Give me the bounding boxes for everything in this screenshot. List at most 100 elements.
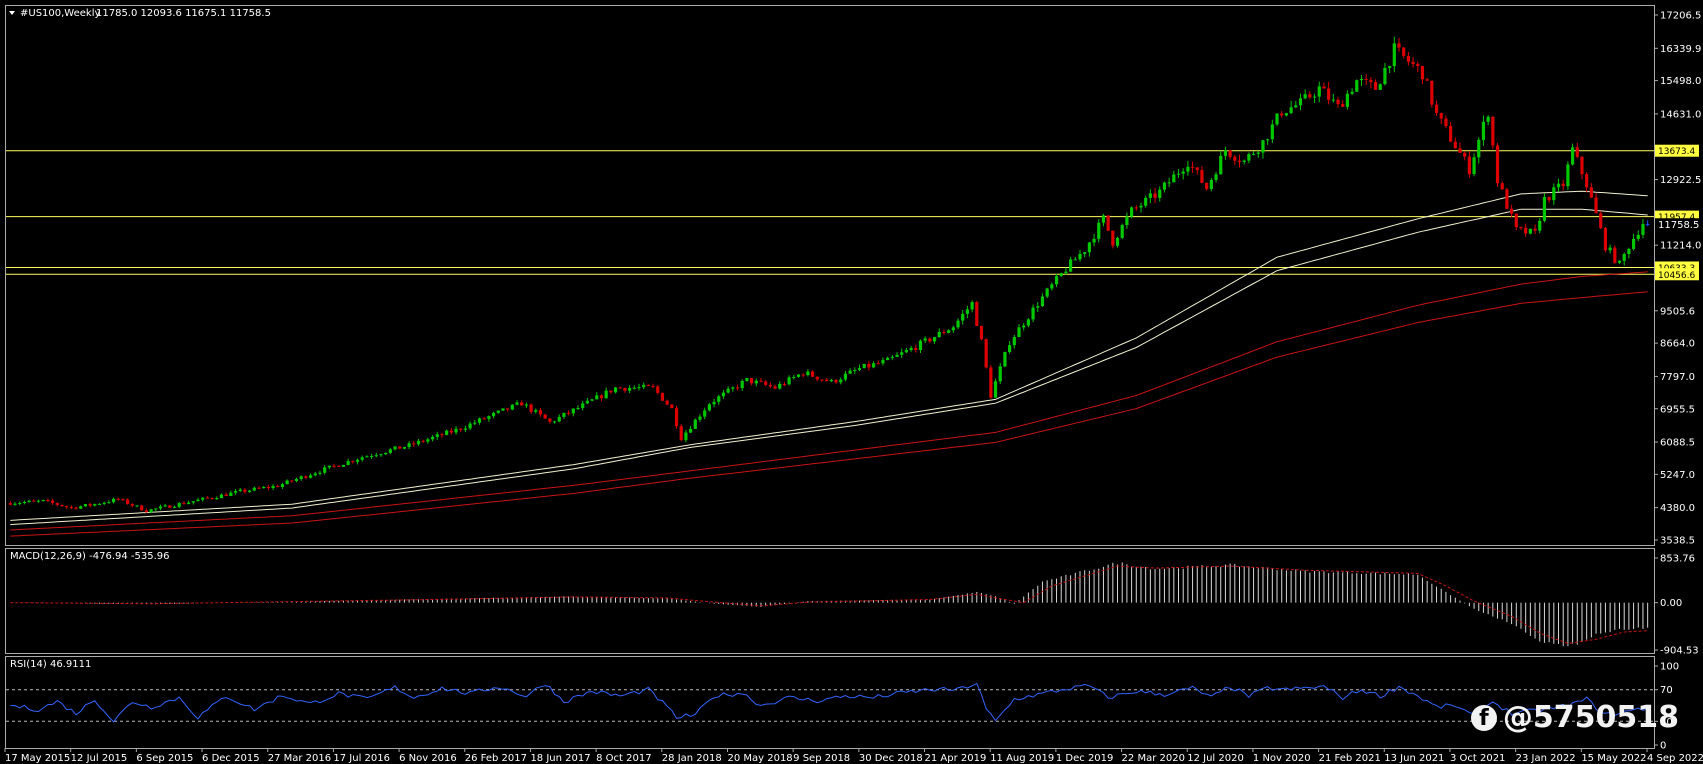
candle-body [1613,247,1617,263]
candle-body [506,408,510,410]
candle-body [1284,113,1289,116]
candle-body [290,480,294,482]
candle-body [487,416,491,419]
x-tick-label: 30 Dec 2018 [859,753,923,764]
candle-body [698,416,702,420]
candle-body [576,407,580,409]
candle-body [1608,247,1612,251]
candle-body [158,506,163,509]
candle-body [909,348,913,351]
candle-body [421,440,425,442]
candles [8,36,1650,514]
candle-body [1355,80,1359,92]
candle-body [135,505,139,507]
candle-body [41,499,45,501]
candle-body [1294,105,1298,108]
candle-body [806,371,810,376]
candle-body [323,467,327,473]
candle-body [1139,205,1143,208]
candle-body [1172,174,1176,183]
candle-body [308,475,313,478]
candle-body [1402,47,1406,56]
candle-body [773,386,777,389]
moving-averages [10,190,1648,537]
candle-body [111,498,116,503]
candle-body [534,410,538,412]
candle-body [13,503,17,505]
candle-body [1646,223,1650,225]
candle-body [215,498,219,500]
candle-body [1420,66,1425,80]
candle-body [1411,61,1415,64]
candle-body [388,449,392,453]
candle-body [271,485,275,489]
candle-body [890,356,894,358]
candle-body [1594,197,1598,214]
candle-body [50,500,55,504]
candle-body [1144,197,1148,206]
candle-body [515,402,519,405]
candle-body [69,506,73,508]
candle-body [1101,215,1106,223]
facebook-icon: f [1470,704,1497,731]
candle-body [928,338,932,342]
candle-body [1097,222,1101,239]
candle-body [88,504,92,506]
candle-body [1308,94,1312,98]
candle-body [459,428,463,430]
candle-body [1622,253,1626,261]
macd-title: MACD(12,26,9) -476.94 -535.96 [10,551,170,562]
candle-body [623,387,627,391]
x-tick-label: 6 Dec 2015 [202,753,260,764]
candle-body [871,363,876,368]
candle-body [1547,197,1551,201]
candle-body [1500,183,1504,190]
candle-body [1439,112,1443,119]
candle-body [1317,86,1321,97]
candle-body [1247,154,1251,161]
candle-body [735,387,740,389]
price-tag-label: 10456.6 [1658,271,1695,281]
candle-body [454,428,458,433]
candle-body [660,392,665,401]
rsi-panel [5,656,1655,749]
x-tick-label: 13 Jun 2021 [1384,753,1444,764]
candle-body [520,402,524,406]
candle-body [1190,166,1195,168]
collapse-triangle-icon[interactable] [9,11,15,15]
candle-body [1312,96,1317,98]
candle-body [904,350,909,353]
candle-body [979,326,984,340]
candle-body [1406,55,1410,62]
candle-body [1181,171,1185,174]
candle-body [1223,150,1228,156]
candle-body [430,436,435,440]
candle-body [168,505,172,508]
candle-body [646,384,650,386]
candle-body [233,490,238,493]
candle-body [665,400,669,405]
candle-body [918,340,923,351]
candle-body [1205,182,1209,190]
candle-body [1237,160,1242,162]
price-tag-label: 11957.4 [1658,213,1695,223]
candle-body [36,500,41,502]
candle-body [585,400,589,404]
x-tick-label: 12 Jul 2020 [1187,753,1244,764]
y-tick-label: 16339.9 [1660,44,1701,55]
x-tick-label: 4 Sep 2022 [1647,753,1703,764]
candle-body [1327,88,1331,100]
candle-body [416,440,421,445]
candle-body [1186,166,1190,172]
rsi-title: RSI(14) 46.9111 [10,659,91,670]
candle-body [1242,160,1246,162]
candle-body [965,309,969,314]
candle-body [1364,78,1368,80]
candle-body [886,357,890,361]
candle-body [679,426,683,441]
candle-body [243,489,247,492]
candle-body [1505,189,1509,209]
price-tag-label: 11758.5 [1658,220,1699,231]
candle-body [993,381,998,398]
